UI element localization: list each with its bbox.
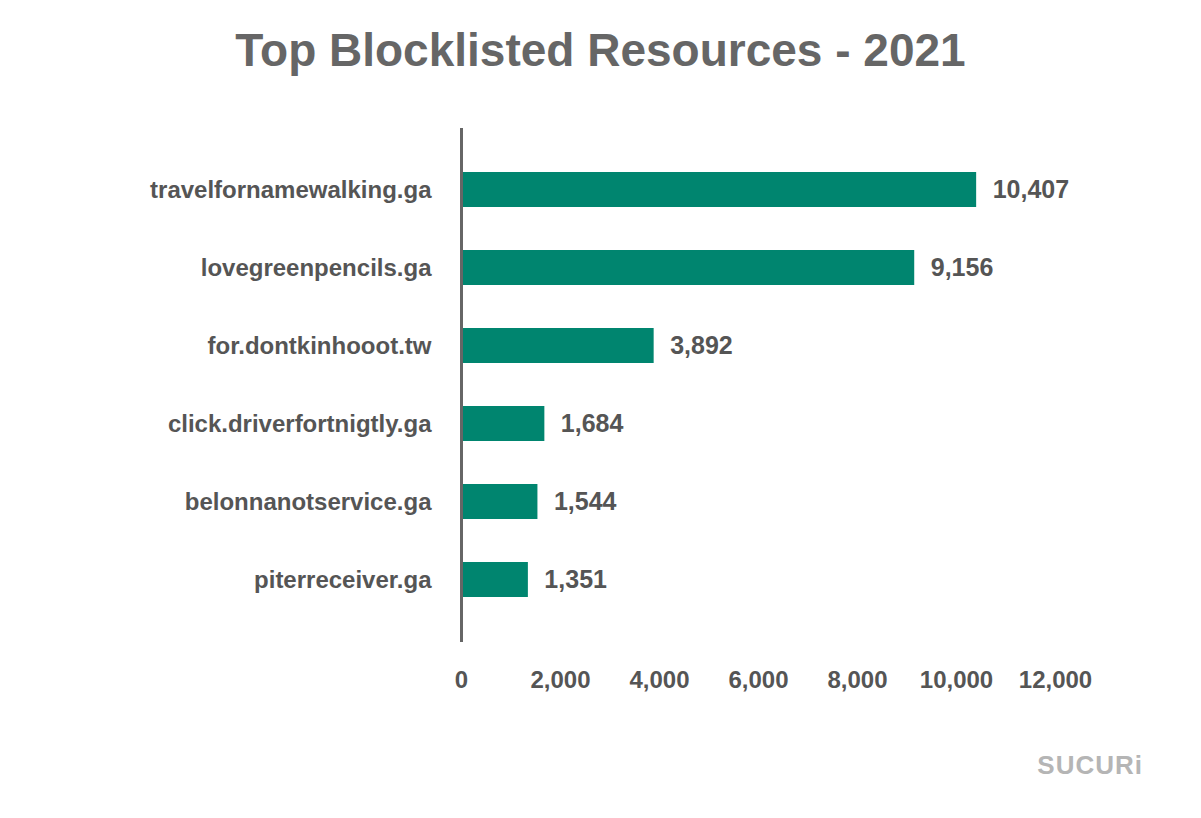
svg-text:12,000: 12,000 (1019, 666, 1092, 693)
svg-text:4,000: 4,000 (629, 666, 689, 693)
svg-text:9,156: 9,156 (931, 253, 994, 281)
svg-text:10,000: 10,000 (920, 666, 993, 693)
svg-text:belonnanotservice.ga: belonnanotservice.ga (185, 488, 432, 515)
svg-text:2,000: 2,000 (530, 666, 590, 693)
html-text:SUCURi: SUCURi (1037, 750, 1143, 780)
svg-text:10,407: 10,407 (993, 175, 1069, 203)
svg-text:0: 0 (455, 666, 468, 693)
svg-text:lovegreenpencils.ga: lovegreenpencils.ga (201, 254, 432, 281)
svg-text:6,000: 6,000 (728, 666, 788, 693)
svg-text:1,544: 1,544 (554, 487, 617, 515)
svg-text:for.dontkinhooot.tw: for.dontkinhooot.tw (208, 332, 432, 359)
svg-text:8,000: 8,000 (827, 666, 887, 693)
svg-text:1,351: 1,351 (544, 565, 607, 593)
svg-text:3,892: 3,892 (670, 331, 733, 359)
svg-text:1,684: 1,684 (561, 409, 624, 437)
svg-text:piterreceiver.ga: piterreceiver.ga (254, 566, 432, 593)
svg-text:click.driverfortnigtly.ga: click.driverfortnigtly.ga (168, 410, 432, 437)
html-text:Top Blocklisted Resources - 20: Top Blocklisted Resources - 2021 (235, 24, 966, 76)
svg-text:travelfornamewalking.ga: travelfornamewalking.ga (150, 176, 432, 203)
